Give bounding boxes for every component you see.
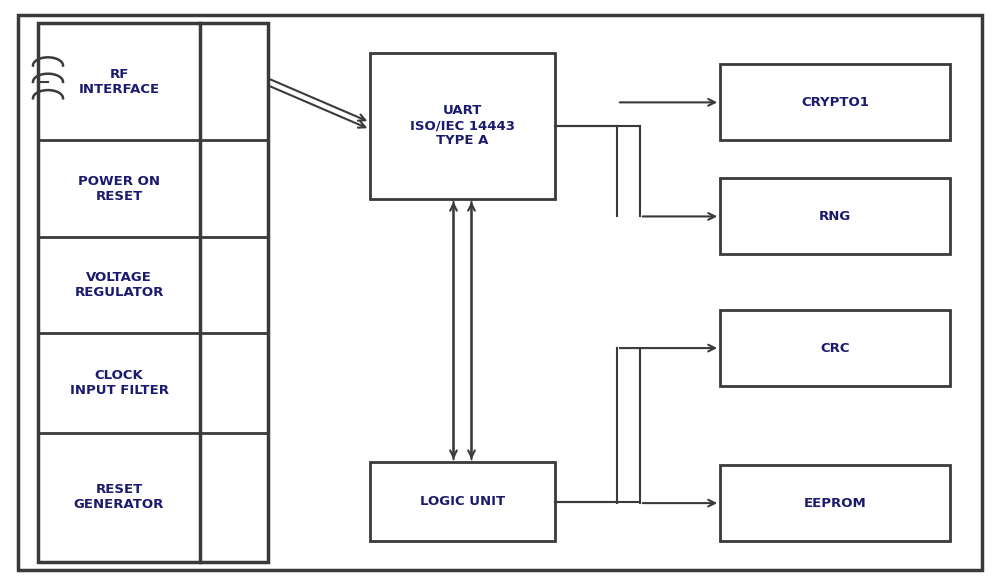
Text: VOLTAGE
REGULATOR: VOLTAGE REGULATOR [74, 271, 164, 299]
Text: RESET
GENERATOR: RESET GENERATOR [74, 483, 164, 511]
Text: RNG: RNG [819, 210, 851, 223]
Bar [720, 178, 950, 254]
Text: CLOCK
INPUT FILTER: CLOCK INPUT FILTER [70, 369, 168, 397]
Bar [720, 64, 950, 140]
Text: CRYPTO1: CRYPTO1 [801, 96, 869, 109]
Bar [720, 465, 950, 541]
Text: RF
INTERFACE: RF INTERFACE [78, 68, 160, 96]
Bar [38, 23, 268, 562]
Text: EEPROM: EEPROM [804, 497, 866, 510]
Bar [720, 310, 950, 386]
Bar [370, 462, 555, 541]
Text: LOGIC UNIT: LOGIC UNIT [420, 495, 505, 508]
Text: UART
ISO/IEC 14443
TYPE A: UART ISO/IEC 14443 TYPE A [410, 104, 515, 147]
Bar [370, 53, 555, 199]
Text: POWER ON
RESET: POWER ON RESET [78, 175, 160, 202]
Text: CRC: CRC [820, 342, 850, 355]
